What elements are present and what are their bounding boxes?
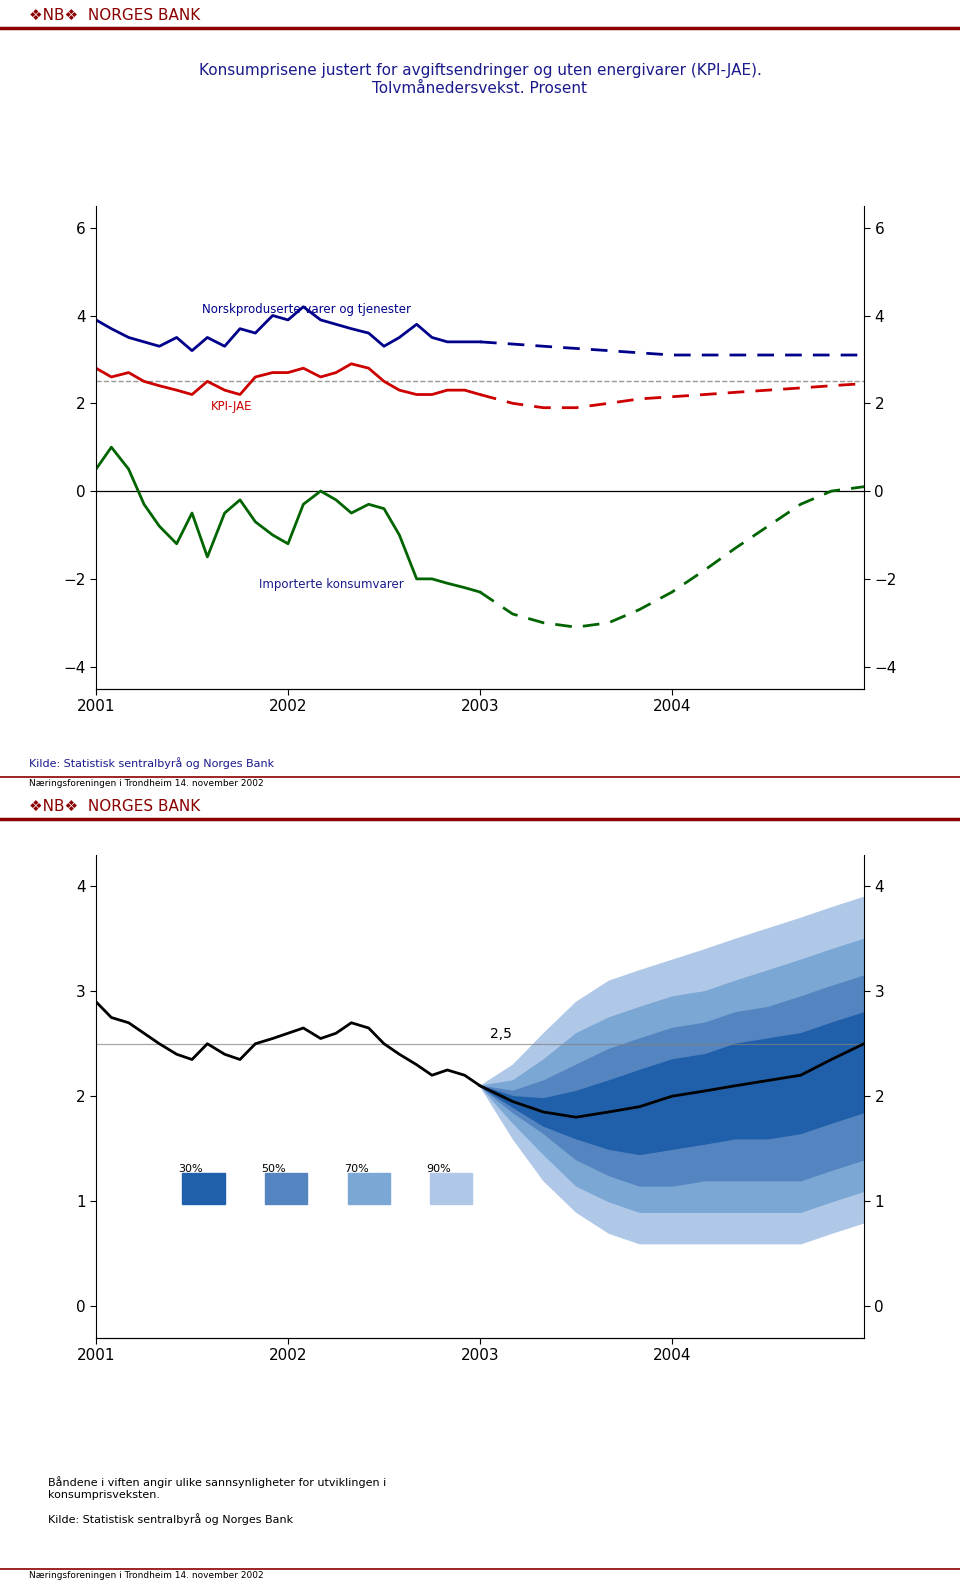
Text: Importerte konsumvarer: Importerte konsumvarer	[259, 578, 404, 590]
Text: 2,5: 2,5	[490, 1027, 512, 1042]
Bar	[430, 1173, 472, 1205]
Text: Næringsforeningen i Trondheim 14. november 2002: Næringsforeningen i Trondheim 14. novemb…	[29, 1570, 263, 1580]
Bar	[348, 1173, 390, 1205]
Text: Båndene i viften angir ulike sannsynligheter for utviklingen i
konsumprisveksten: Båndene i viften angir ulike sannsynligh…	[48, 1475, 386, 1499]
Text: Konsumprisene justert for avgiftsendringer og uten energivarer (KPI-JAE).
Tolvmå: Konsumprisene justert for avgiftsendring…	[199, 63, 761, 95]
Text: 90%: 90%	[426, 1164, 451, 1175]
Text: 70%: 70%	[344, 1164, 369, 1175]
Text: Konsumprisvekst (KPI-JAE). Anslag og
usikkerhet. Tolvmånedersvekst. Prosent: Konsumprisvekst (KPI-JAE). Anslag og usi…	[259, 855, 701, 898]
Text: ❖NB❖  NORGES BANK: ❖NB❖ NORGES BANK	[29, 8, 200, 22]
Text: Kilde: Statistisk sentralbyrå og Norges Bank: Kilde: Statistisk sentralbyrå og Norges …	[29, 757, 274, 769]
Text: Kilde: Statistisk sentralbyrå og Norges Bank: Kilde: Statistisk sentralbyrå og Norges …	[48, 1513, 293, 1526]
Text: 50%: 50%	[261, 1164, 286, 1175]
Text: Norskproduserte varer og tjenester: Norskproduserte varer og tjenester	[202, 304, 411, 317]
Text: Næringsforeningen i Trondheim 14. november 2002: Næringsforeningen i Trondheim 14. novemb…	[29, 779, 263, 788]
Text: 30%: 30%	[179, 1164, 204, 1175]
Text: ❖NB❖  NORGES BANK: ❖NB❖ NORGES BANK	[29, 799, 200, 814]
Bar	[265, 1173, 307, 1205]
Bar	[182, 1173, 225, 1205]
Text: KPI-JAE: KPI-JAE	[211, 400, 252, 413]
